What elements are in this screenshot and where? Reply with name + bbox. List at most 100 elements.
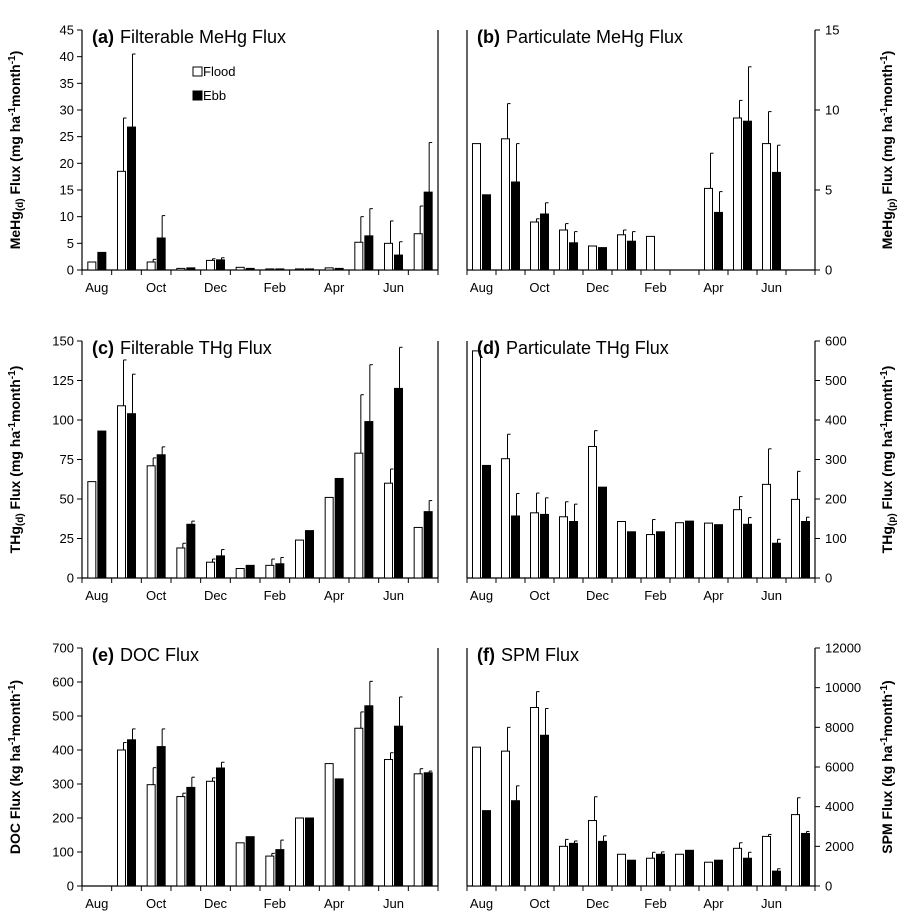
bar-ebb	[627, 859, 636, 887]
bar-ebb	[127, 739, 136, 887]
bar-flood	[87, 261, 97, 271]
y-tick-label: 125	[52, 373, 74, 388]
y-tick-label: 500	[52, 709, 74, 724]
bar-flood	[501, 458, 510, 579]
bar-flood	[295, 268, 304, 271]
bar-flood	[762, 835, 771, 887]
bar-ebb	[334, 778, 344, 887]
bar-flood	[588, 820, 597, 887]
bar-flood	[530, 221, 539, 271]
bar-ebb	[334, 477, 344, 579]
x-tick-label: Apr	[703, 896, 724, 911]
bar-ebb	[394, 387, 403, 579]
bar-ebb	[482, 464, 491, 579]
bar-flood	[295, 817, 304, 887]
bar-flood	[733, 847, 742, 887]
bar-ebb	[482, 810, 491, 887]
x-tick-label: Aug	[470, 588, 493, 603]
bar-ebb	[598, 840, 607, 887]
bar-flood	[501, 138, 510, 271]
bar-ebb	[540, 213, 549, 271]
bar-ebb	[656, 531, 665, 579]
bar-ebb	[305, 268, 314, 271]
bar-ebb	[156, 746, 166, 887]
bar-ebb	[511, 515, 520, 579]
x-tick-label: Aug	[85, 896, 108, 911]
y-tick-label: 10	[825, 103, 839, 118]
x-tick-label: Feb	[264, 588, 286, 603]
bar-flood	[354, 241, 364, 271]
x-tick-label: Dec	[586, 588, 610, 603]
bar-flood	[206, 561, 215, 579]
bar-ebb	[482, 194, 491, 271]
y-axis-label: MeHg(d) Flux (mg ha-1month-1)	[7, 51, 26, 250]
bar-flood	[472, 746, 481, 887]
bar-flood	[354, 727, 364, 887]
panel-letter: (e)	[92, 645, 114, 665]
bar-flood	[646, 857, 655, 887]
legend-swatch-flood	[192, 66, 203, 77]
panel-title-text: Filterable MeHg Flux	[120, 27, 286, 47]
panel-e: 0 100 200 300 400 500 600 700 Aug Oct Dec Feb Apr Jun…	[7, 641, 439, 911]
bar-flood	[733, 117, 742, 271]
bar-flood	[617, 853, 626, 887]
x-tick-label: Apr	[703, 588, 724, 603]
panel-title: (c) Filterable THg Flux	[92, 338, 272, 358]
y-tick-label: 400	[825, 413, 847, 428]
bar-ebb	[245, 564, 255, 579]
bar-ebb	[598, 247, 607, 271]
bar-ebb	[569, 842, 578, 887]
bar-ebb	[743, 857, 752, 887]
y-tick-label: 700	[52, 641, 74, 656]
bar-ebb	[156, 237, 166, 271]
bar-flood	[384, 242, 393, 271]
x-tick-label: Oct	[529, 588, 550, 603]
x-tick-label: Aug	[85, 588, 108, 603]
y-tick-label: 4000	[825, 799, 854, 814]
bar-ebb	[423, 511, 433, 579]
x-tick-label: Dec	[586, 896, 610, 911]
x-tick-label: Jun	[383, 280, 404, 295]
bar-flood	[791, 814, 800, 887]
bar-ebb	[394, 254, 403, 271]
bar-ebb	[627, 240, 636, 271]
y-tick-label: 600	[52, 675, 74, 690]
bar-flood	[704, 861, 713, 887]
bar-flood	[176, 267, 186, 271]
bar-flood	[235, 568, 245, 579]
bar-ebb	[685, 849, 694, 887]
bar-flood	[265, 268, 275, 271]
bar-flood	[87, 481, 97, 579]
y-axis-label: DOC Flux (kg ha-1month-1)	[7, 680, 23, 854]
y-tick-label: 300	[825, 452, 847, 467]
bar-ebb	[801, 832, 810, 887]
panel-c: 0 25 50 75 100 125 150 Aug Oct Dec Feb Apr Jun (c) Fil…	[7, 334, 439, 603]
panel-b: 0 5 10 15 Aug Oct Dec Feb Apr Jun (b) Particulate M…	[466, 23, 898, 295]
y-tick-label: 8000	[825, 720, 854, 735]
bar-ebb	[801, 521, 810, 579]
panel-title: (e) DOC Flux	[92, 645, 199, 665]
x-tick-label: Jun	[383, 896, 404, 911]
bar-ebb	[127, 126, 136, 271]
bar-ebb	[423, 772, 433, 887]
legend: Flood Ebb	[192, 64, 236, 103]
x-tick-label: Feb	[644, 896, 666, 911]
bar-flood	[413, 233, 423, 271]
panel-letter: (d)	[477, 338, 500, 358]
panel-letter: (a)	[92, 27, 114, 47]
y-tick-label: 15	[60, 183, 74, 198]
x-tick-label: Dec	[204, 588, 228, 603]
y-tick-label: 6000	[825, 760, 854, 775]
y-tick-label: 300	[52, 777, 74, 792]
bar-ebb	[364, 705, 374, 887]
bar-flood	[117, 405, 126, 579]
bar-flood	[235, 842, 245, 887]
y-tick-label: 0	[67, 571, 74, 586]
bar-flood	[588, 245, 597, 271]
bar-ebb	[186, 267, 196, 271]
bar-flood	[559, 516, 568, 579]
bar-flood	[675, 522, 684, 579]
bar-ebb	[772, 870, 781, 887]
y-tick-label: 10	[60, 209, 74, 224]
x-tick-label: Apr	[324, 280, 345, 295]
